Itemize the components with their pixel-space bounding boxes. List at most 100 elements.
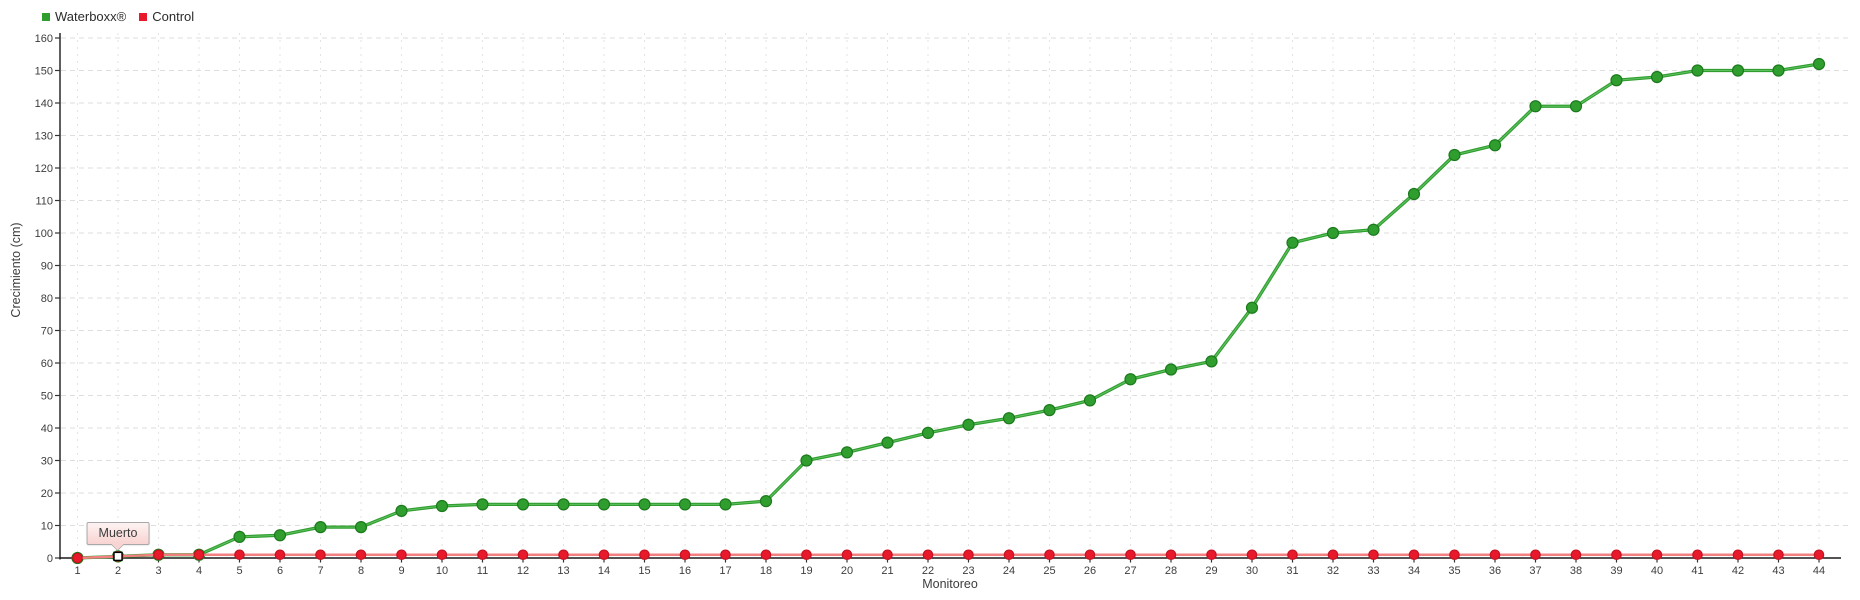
data-point-control[interactable] [679,549,691,561]
data-point-control[interactable] [1246,549,1258,561]
data-point-control[interactable] [477,549,488,561]
tooltip-muerto: Muerto [86,522,150,552]
data-point-waterboxx[interactable] [597,498,611,511]
data-point-control[interactable] [72,552,83,564]
svg-text:15: 15 [638,565,650,577]
svg-text:3: 3 [155,565,161,577]
svg-text:0: 0 [47,553,53,565]
data-point-control[interactable] [1368,549,1379,561]
data-point-waterboxx[interactable] [962,418,975,431]
data-point-waterboxx[interactable] [1691,64,1704,77]
data-point-control[interactable] [1287,549,1298,561]
data-point-control[interactable] [1530,549,1541,561]
data-point-waterboxx[interactable] [840,446,854,459]
data-point-waterboxx[interactable] [1650,70,1664,84]
data-point-control[interactable] [1692,549,1703,561]
data-point-control[interactable] [315,549,326,561]
data-point-control[interactable] [1125,549,1136,561]
data-point-control[interactable] [598,549,610,561]
data-point-waterboxx[interactable] [476,498,489,511]
data-point-waterboxx[interactable] [1772,64,1785,77]
data-point-waterboxx[interactable] [1286,236,1299,249]
data-point-waterboxx[interactable] [719,498,732,511]
data-point-waterboxx[interactable] [1569,100,1583,113]
hovered-point-marker[interactable] [113,551,123,562]
data-point-control[interactable] [1651,549,1663,561]
data-point-waterboxx[interactable] [1529,100,1542,113]
data-point-waterboxx[interactable] [1488,139,1502,152]
data-point-waterboxx[interactable] [1610,74,1623,87]
legend-item-waterboxx[interactable]: Waterboxx® [42,9,126,24]
data-point-control[interactable] [274,549,286,561]
data-point-waterboxx[interactable] [1245,301,1259,314]
y-axis-title: Crecimiento (cm) [9,222,23,318]
data-point-control[interactable] [1044,549,1055,561]
data-point-control[interactable] [1327,549,1339,561]
data-point-control[interactable] [234,549,245,561]
data-point-waterboxx[interactable] [314,521,327,534]
data-point-waterboxx[interactable] [1407,187,1421,201]
data-point-waterboxx[interactable] [516,498,530,511]
data-point-control[interactable] [1206,549,1217,561]
data-point-control[interactable] [963,549,974,561]
legend-label-waterboxx: Waterboxx® [55,9,127,24]
data-point-control[interactable] [801,549,812,561]
data-point-waterboxx[interactable] [1812,57,1826,71]
data-point-control[interactable] [1165,549,1177,561]
data-point-waterboxx[interactable] [354,521,368,534]
data-point-control[interactable] [1773,549,1784,561]
data-point-waterboxx[interactable] [1002,412,1016,425]
legend-item-control[interactable]: Control [139,9,194,24]
data-point-waterboxx[interactable] [273,529,287,542]
data-point-control[interactable] [355,549,367,561]
svg-text:44: 44 [1813,565,1825,577]
data-point-waterboxx[interactable] [638,498,651,511]
data-point-control[interactable] [760,549,772,561]
data-point-control[interactable] [436,549,448,561]
data-point-control[interactable] [1611,549,1622,561]
data-point-control[interactable] [639,549,650,561]
data-point-control[interactable] [922,549,934,561]
svg-text:90: 90 [41,260,53,272]
data-point-control[interactable] [193,549,205,561]
data-point-waterboxx[interactable] [1731,64,1745,77]
data-point-control[interactable] [1408,549,1420,561]
data-point-waterboxx[interactable] [1367,223,1380,236]
data-point-waterboxx[interactable] [921,426,935,439]
data-point-waterboxx[interactable] [1124,373,1137,386]
data-point-waterboxx[interactable] [800,454,813,467]
data-point-control[interactable] [720,549,731,561]
data-point-waterboxx[interactable] [1164,363,1178,376]
data-point-control[interactable] [841,549,853,561]
data-point-control[interactable] [1003,549,1015,561]
data-point-control[interactable] [1732,549,1744,561]
data-point-waterboxx[interactable] [1326,226,1340,240]
data-point-waterboxx[interactable] [881,436,894,449]
tooltip-text: Muerto [98,526,138,541]
data-point-control[interactable] [517,549,529,561]
data-point-control[interactable] [1813,549,1825,561]
data-point-waterboxx[interactable] [1448,148,1461,162]
data-point-waterboxx[interactable] [557,498,570,511]
vertical-gridlines [77,33,1820,557]
data-point-control[interactable] [153,549,164,561]
data-point-waterboxx[interactable] [1205,355,1218,368]
data-point-control[interactable] [1570,549,1582,561]
data-point-control[interactable] [558,549,569,561]
data-point-control[interactable] [1489,549,1501,561]
data-point-waterboxx[interactable] [1083,394,1097,407]
data-point-control[interactable] [1084,549,1096,561]
data-point-control[interactable] [1449,549,1460,561]
svg-text:40: 40 [1651,565,1663,577]
data-point-waterboxx[interactable] [759,495,773,508]
svg-text:11: 11 [477,565,488,577]
data-point-control[interactable] [882,549,893,561]
data-point-waterboxx[interactable] [678,498,692,511]
svg-text:6: 6 [277,565,283,577]
data-point-waterboxx[interactable] [1043,404,1056,417]
svg-text:20: 20 [41,488,53,500]
data-point-waterboxx[interactable] [233,530,246,543]
data-point-waterboxx[interactable] [435,499,449,513]
data-point-control[interactable] [396,549,407,561]
data-point-waterboxx[interactable] [395,504,408,517]
